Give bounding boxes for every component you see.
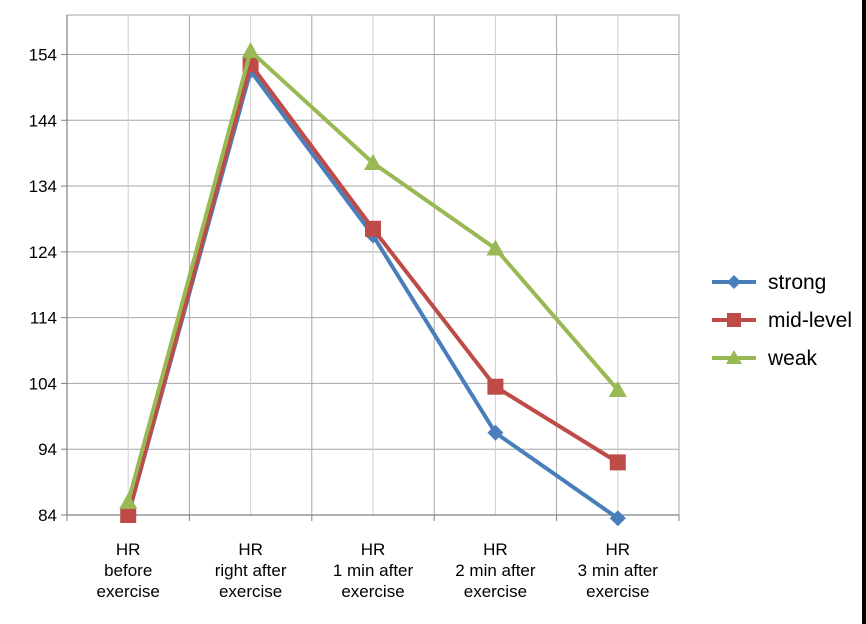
x-category-label-line: exercise [341, 582, 404, 601]
y-tick-label: 134 [29, 177, 57, 196]
data-point-triangle [241, 42, 260, 59]
data-point-square [487, 378, 504, 395]
legend-item: mid-level [712, 309, 852, 332]
x-category-label-line: exercise [219, 582, 282, 601]
axes [61, 15, 680, 521]
x-category-label: HR 2 min after exercise [455, 540, 536, 601]
data-point-square [120, 507, 137, 523]
x-category-label: HR before exercise [97, 540, 160, 601]
x-category-label-line: exercise [97, 582, 160, 601]
x-category-label-line: 2 min after [455, 561, 536, 580]
y-tick-label: 154 [29, 45, 57, 64]
legend: strong mid-level weak [712, 271, 852, 370]
x-category-label-line: right after [215, 561, 287, 580]
y-tick-label: 84 [38, 506, 57, 525]
x-axis-category-labels: HR before exercise HR right after exercise HR 1… [97, 540, 659, 601]
x-category-label-line: HR [361, 540, 386, 559]
data-point-triangle [608, 381, 627, 397]
legend-item: weak [712, 347, 818, 370]
data-point-diamond [609, 510, 626, 527]
gridlines [67, 14, 680, 516]
y-tick-label: 114 [30, 309, 57, 328]
x-category-label-line: exercise [586, 582, 649, 601]
y-tick-label: 104 [29, 374, 57, 393]
legend-label: strong [768, 271, 826, 294]
data-point-square [609, 454, 626, 471]
window-edge [862, 0, 866, 624]
legend-label: mid-level [768, 309, 852, 332]
data-point-square [365, 220, 381, 237]
series-weak [119, 42, 627, 509]
x-category-label: HR right after exercise [215, 540, 287, 601]
x-category-label-line: HR [483, 540, 508, 559]
x-category-label-line: HR [116, 540, 141, 559]
data-series [119, 42, 627, 527]
y-tick-label: 124 [29, 243, 57, 262]
y-tick-label: 144 [29, 111, 57, 130]
y-tick-label: 94 [38, 440, 57, 459]
x-category-label-line: before [104, 561, 152, 580]
x-category-label: HR 1 min after exercise [333, 540, 414, 601]
x-category-label-line: HR [238, 540, 263, 559]
y-axis-tick-labels: 84 94 104 114 124 134 144 154 [29, 45, 57, 525]
x-category-label: HR 3 min after exercise [578, 540, 659, 601]
data-point-diamond [487, 424, 504, 441]
data-point-triangle [364, 154, 382, 171]
legend-label: weak [767, 347, 818, 370]
x-category-label-line: exercise [464, 582, 527, 601]
legend-marker [727, 275, 741, 289]
x-category-label-line: 1 min after [333, 561, 414, 580]
x-category-label-line: HR [606, 540, 631, 559]
x-category-label-line: 3 min after [578, 561, 659, 580]
legend-marker [727, 313, 741, 327]
legend-item: strong [712, 271, 826, 294]
legend-marker [726, 350, 742, 364]
data-point-triangle [119, 492, 138, 509]
data-point-triangle [486, 239, 505, 256]
